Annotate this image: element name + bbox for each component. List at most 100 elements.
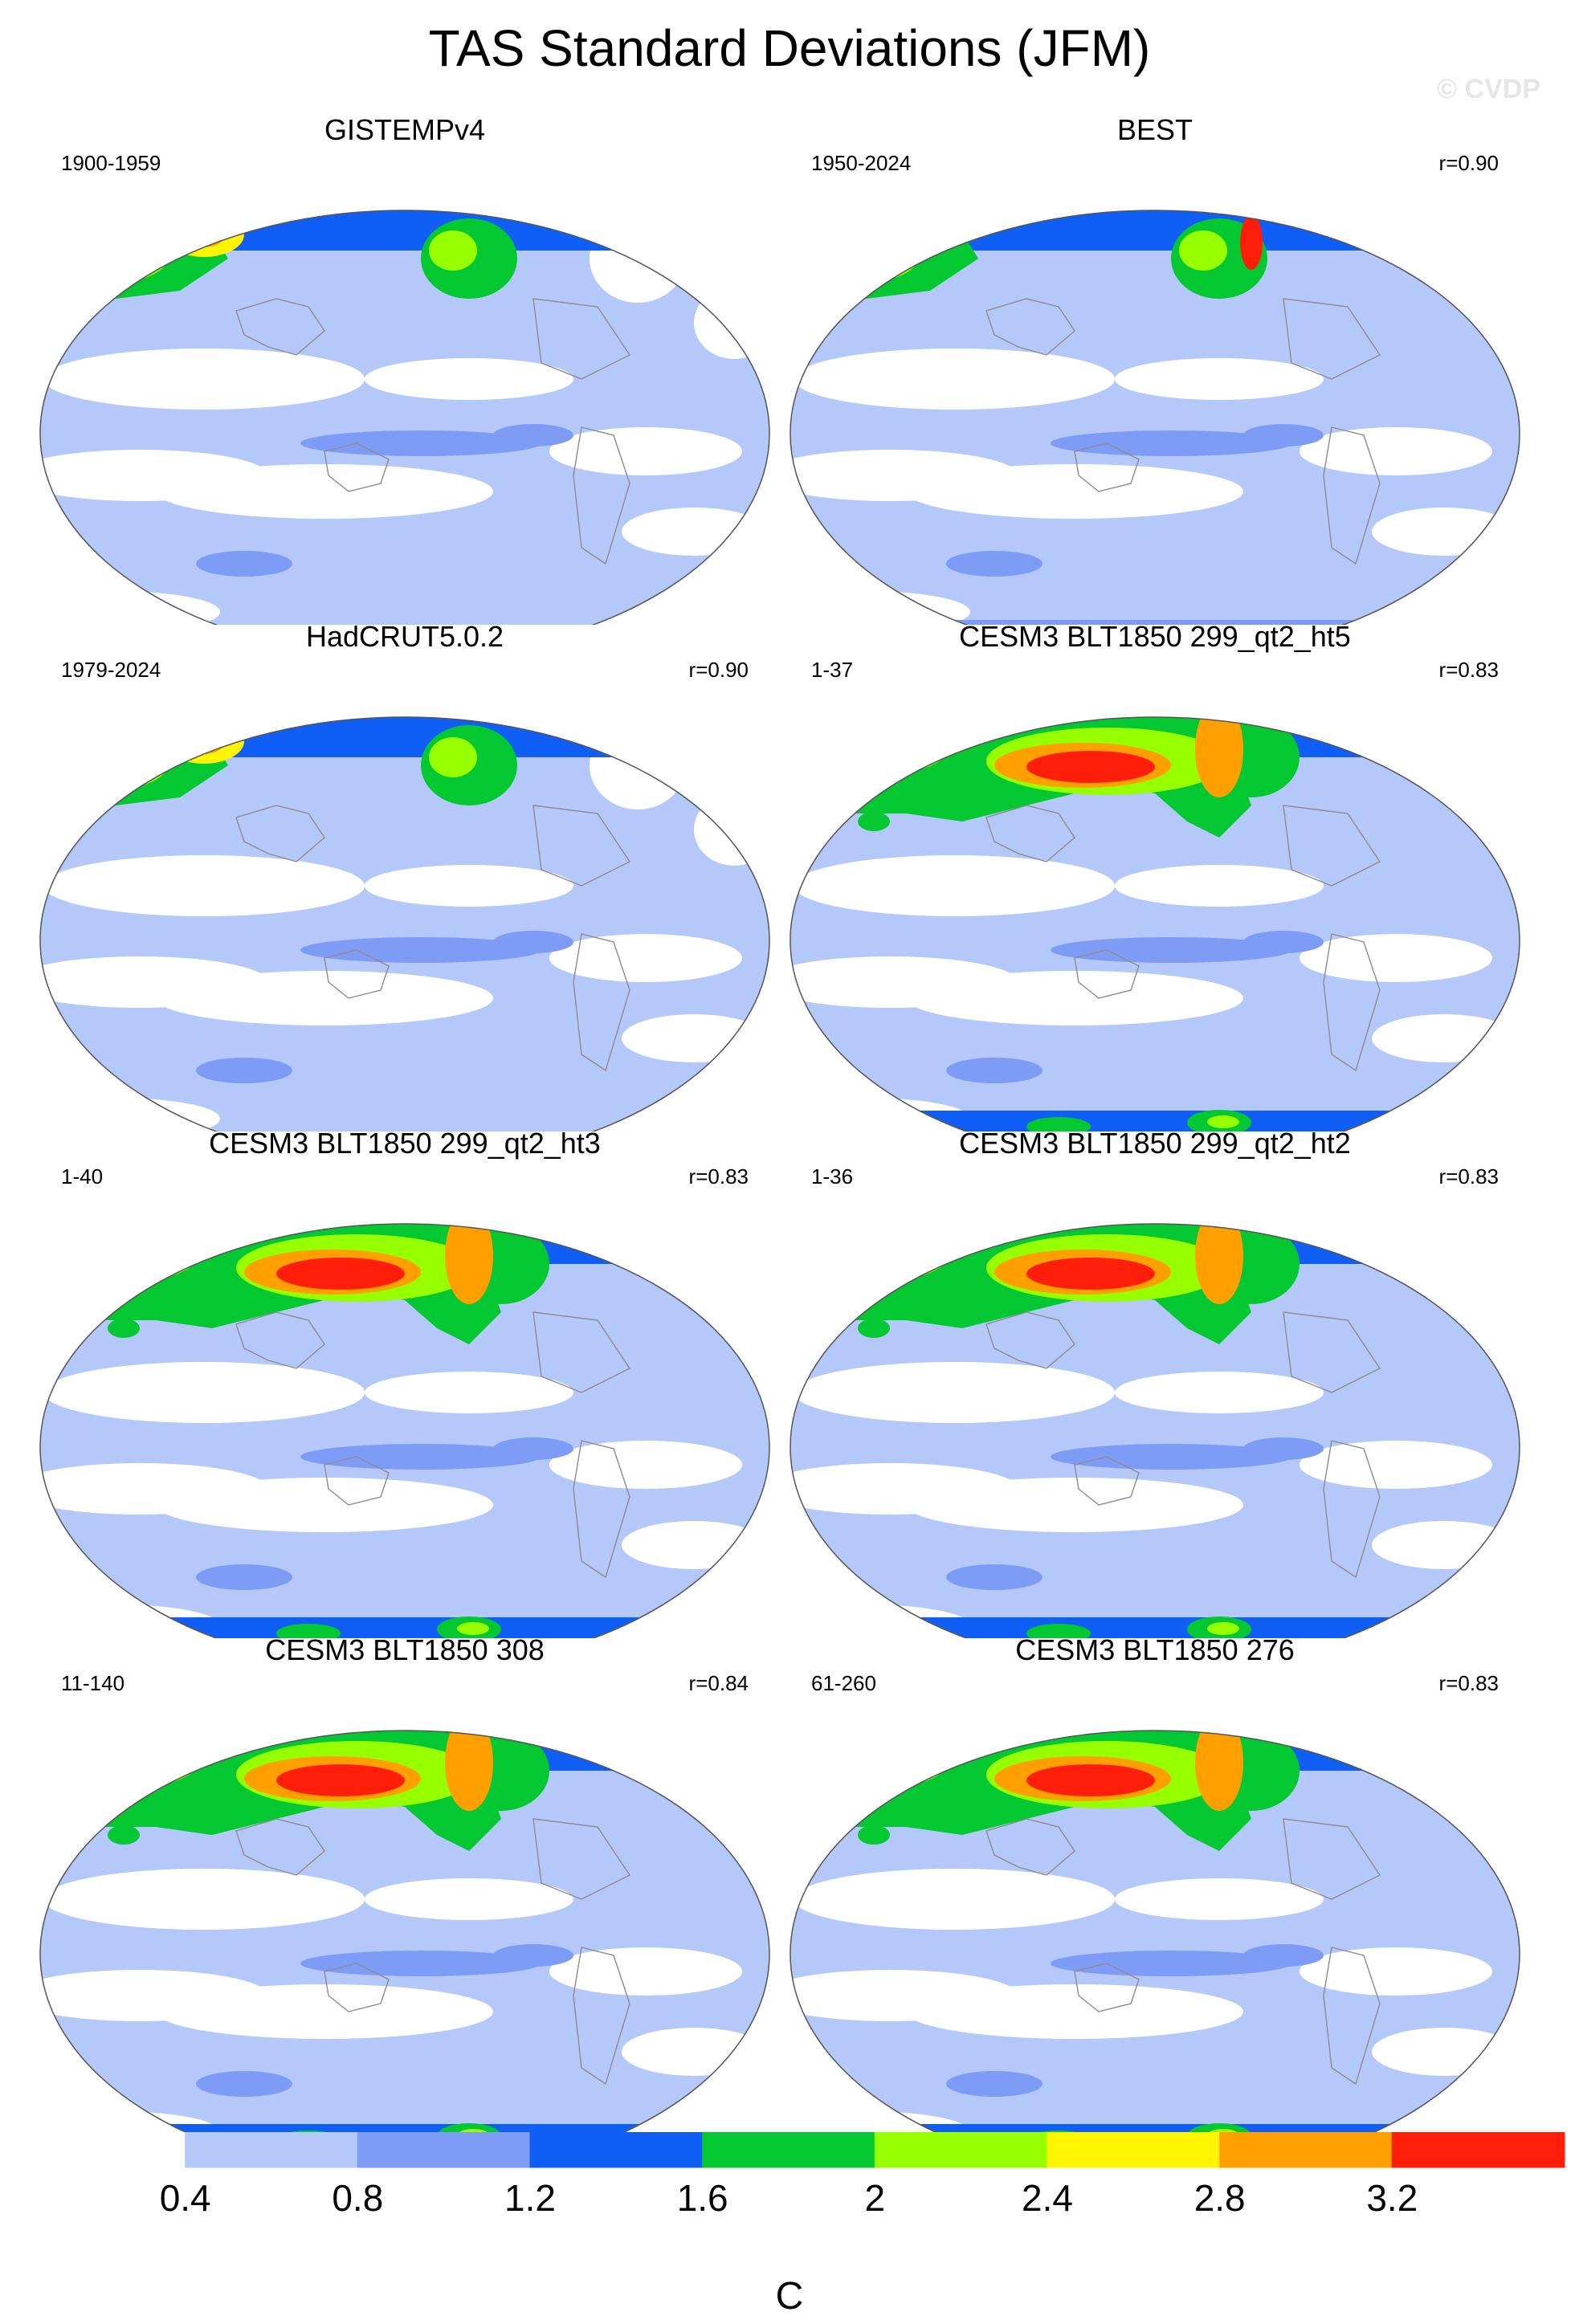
coastline [1323,1947,1381,2085]
coastline [1323,933,1381,1072]
map-panel-gistemp: GISTEMPv4 1900-1959 [19,114,790,625]
missing-data-region [694,287,769,359]
midlat-patch [493,424,573,446]
high-latitude-patch [445,1224,493,1304]
coastline [1283,1818,1381,1900]
high-latitude-patch [790,1731,922,1779]
colorbar-tick-label: 3.2 [1366,2177,1418,2219]
colorbar-tick-label: 2 [865,2177,886,2219]
high-latitude-patch [858,1319,890,1338]
high-latitude-patch [1026,1258,1155,1290]
low-variability-band [1300,1441,1492,1489]
high-latitude-patch [1240,215,1263,270]
high-latitude-patch [686,1731,750,1763]
coastline [532,805,631,887]
enso-band [300,1444,541,1470]
low-variability-band [794,349,1115,410]
low-variability-band [794,1869,1115,1930]
colorbar: 0.4 0.8 1.2 1.6 2 2.4 2.8 3.2 [12,2132,1565,2219]
panel-correlation: r=0.83 [688,1164,749,1189]
map-panel-cesm3-ht3: CESM3 BLT1850 299_qt2_ht3 1-40 r=0.83 [19,1127,790,1638]
watermark: © CVDP [1437,74,1540,104]
enso-band [300,1951,541,1976]
midlat-patch [493,1944,573,1967]
arctic-band [40,210,769,251]
map-border [39,1730,770,2145]
antarctic-band [790,1111,1520,1131]
panel-title: BEST [1116,113,1193,146]
panel-correlation: r=0.84 [688,1671,749,1695]
high-latitude-patch [1436,717,1500,749]
map-field [40,1731,769,2145]
coastline [573,933,630,1072]
panel-title: CESM3 BLT1850 299_qt2_ht2 [959,1127,1351,1160]
map-border [790,716,1520,1131]
arctic-band [40,717,769,757]
enso-band [1051,1951,1291,1976]
midlat-patch [1243,1437,1324,1460]
coastline [1283,805,1381,887]
antarctic-patch [1207,1115,1239,1128]
midlat-patch [196,551,292,577]
colorbar-swatch [357,2132,531,2168]
panel-period: 1900-1959 [61,151,161,175]
low-variability-band [549,1441,742,1489]
panel-title: GISTEMPv4 [324,113,486,146]
high-latitude-patch [1436,1731,1500,1763]
low-variability-band [1300,427,1492,475]
high-latitude-patch [40,1731,204,1791]
low-variability-band [906,1984,1243,2039]
map-border [39,210,770,625]
figure-title: TAS Standard Deviations (JFM) [428,19,1151,77]
low-variability-band [156,971,493,1025]
high-latitude-patch [1195,1224,1243,1304]
colorbar-swatch [702,2132,875,2168]
high-latitude-patch [818,717,930,753]
coastline [1074,442,1140,492]
antarctic-band [790,1617,1520,1638]
high-latitude-patch [108,1319,140,1338]
enso-band [1051,937,1291,963]
panel-period: 11-140 [61,1671,125,1695]
midlat-patch [946,551,1042,577]
coastline [235,298,325,356]
coastline [1074,1456,1140,1506]
coastline [532,298,631,380]
enso-band [300,430,541,456]
panel-correlation: r=0.83 [1438,1671,1499,1695]
low-variability-band [1115,1372,1324,1413]
coastline [1074,1963,1140,2012]
high-latitude-patch [858,812,890,831]
coastline [324,1456,390,1506]
map-plot [39,1730,770,2145]
panel-period: 1-36 [811,1164,854,1189]
antarctic-patch [276,1624,341,1638]
midlat-patch [1243,424,1324,446]
panel-title: CESM3 BLT1850 308 [265,1633,545,1666]
high-latitude-patch [1195,1731,1243,1811]
high-latitude-patch [164,719,244,764]
coastline [532,1818,631,1900]
map-field [790,717,1520,1131]
high-latitude-patch [276,1764,405,1796]
map-field [40,1224,769,1638]
low-variability-band [1300,1947,1492,1996]
colorbar-swatch [185,2132,358,2168]
panel-period: 1-40 [61,1164,104,1189]
low-variability-band [794,855,1115,916]
colorbar-tick-label: 2.4 [1022,2177,1073,2219]
map-border [790,1730,1520,2145]
coastline [235,1311,325,1369]
map-field [790,1731,1520,2145]
high-latitude-patch [1179,230,1227,271]
midlat-patch [196,1058,292,1083]
enso-band [300,937,541,963]
coastline [573,1440,630,1579]
map-panel-best: BEST 1950-2024 r=0.90 [769,114,1540,625]
coastline [324,442,390,492]
panel-title: CESM3 BLT1850 299_qt2_ht3 [209,1127,601,1160]
midlat-patch [1243,931,1324,953]
map-panel-cesm3-276: CESM3 BLT1850 276 61-260 r=0.83 [769,1634,1540,2145]
map-border [39,716,770,1131]
high-latitude-patch [1026,1764,1155,1796]
